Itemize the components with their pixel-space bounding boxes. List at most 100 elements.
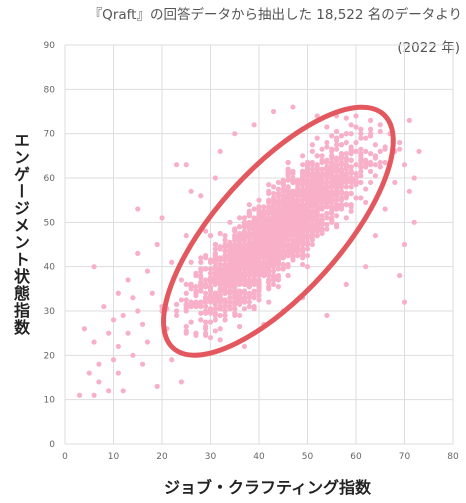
data-point	[91, 392, 97, 398]
data-point	[367, 168, 374, 174]
data-point	[329, 168, 335, 174]
data-point	[198, 299, 204, 305]
data-point	[241, 264, 248, 270]
data-point	[256, 219, 262, 225]
data-point	[411, 219, 417, 225]
data-point	[120, 312, 126, 319]
x-tick-label: 50	[302, 452, 314, 462]
data-point	[319, 173, 325, 179]
data-point	[251, 217, 257, 223]
data-point	[314, 113, 320, 119]
data-point	[261, 248, 267, 254]
data-point	[96, 361, 102, 367]
data-point	[324, 186, 330, 192]
data-point	[290, 104, 296, 110]
data-point	[275, 199, 281, 205]
data-point	[261, 228, 267, 234]
data-point	[353, 179, 359, 186]
data-point	[212, 259, 218, 265]
data-point	[212, 290, 218, 296]
data-point	[372, 142, 378, 148]
data-point	[367, 179, 374, 186]
data-point	[232, 244, 238, 250]
data-point	[251, 264, 257, 270]
data-point	[232, 250, 238, 256]
data-point	[222, 248, 228, 254]
data-point	[241, 295, 248, 301]
data-point	[266, 268, 272, 274]
data-point	[222, 244, 228, 250]
data-point	[324, 144, 330, 150]
data-point	[319, 199, 325, 205]
data-point	[319, 226, 325, 232]
data-point	[285, 173, 291, 179]
data-point	[261, 204, 267, 210]
data-point	[207, 292, 214, 299]
data-point	[275, 244, 281, 250]
data-point	[338, 190, 345, 197]
data-point	[149, 290, 155, 296]
data-point	[237, 299, 243, 305]
data-point	[212, 297, 218, 303]
data-point	[241, 343, 248, 350]
data-point	[314, 186, 320, 192]
data-point	[237, 230, 243, 237]
data-point	[183, 290, 189, 296]
data-point	[217, 306, 223, 312]
data-point	[334, 162, 340, 168]
data-point	[304, 202, 311, 208]
data-point	[290, 215, 296, 221]
y-tick-label: 30	[44, 307, 56, 317]
data-point	[334, 186, 340, 192]
data-point	[227, 250, 233, 256]
data-point	[222, 237, 228, 243]
data-point	[130, 295, 136, 301]
data-point	[304, 264, 311, 270]
data-point	[237, 312, 243, 319]
data-point	[261, 233, 267, 239]
y-tick-label: 70	[44, 130, 56, 140]
data-point	[217, 326, 223, 332]
data-point	[304, 226, 311, 232]
data-point	[217, 261, 223, 268]
data-point	[207, 266, 214, 272]
data-point	[280, 255, 286, 261]
data-point	[237, 215, 243, 221]
data-point	[338, 168, 345, 174]
data-point	[246, 219, 252, 225]
data-point	[363, 159, 369, 166]
data-point	[266, 230, 272, 237]
data-point	[266, 272, 272, 279]
data-point	[319, 153, 325, 159]
data-point	[222, 312, 228, 319]
y-tick-label: 50	[44, 218, 56, 228]
data-point	[207, 319, 214, 325]
data-point	[203, 255, 209, 261]
data-point	[232, 301, 238, 307]
data-point	[227, 288, 233, 294]
data-point	[241, 277, 248, 283]
data-point	[280, 221, 286, 228]
data-point	[251, 206, 257, 212]
data-point	[232, 237, 238, 243]
data-point	[324, 139, 330, 146]
data-point	[280, 199, 286, 205]
data-point	[232, 290, 238, 296]
data-point	[212, 241, 218, 248]
data-point	[285, 177, 291, 183]
data-point	[227, 266, 233, 272]
data-point	[300, 162, 306, 168]
data-point	[183, 328, 189, 334]
y-tick-label: 10	[44, 396, 56, 406]
data-point	[237, 295, 243, 301]
data-point	[377, 128, 383, 135]
x-tick-label: 40	[253, 452, 265, 462]
data-point	[275, 219, 281, 225]
data-point	[227, 219, 233, 225]
data-point	[237, 281, 243, 287]
data-point	[130, 352, 136, 358]
data-point	[309, 142, 315, 148]
data-point	[363, 135, 369, 141]
data-point	[324, 199, 330, 205]
data-point	[212, 175, 218, 181]
